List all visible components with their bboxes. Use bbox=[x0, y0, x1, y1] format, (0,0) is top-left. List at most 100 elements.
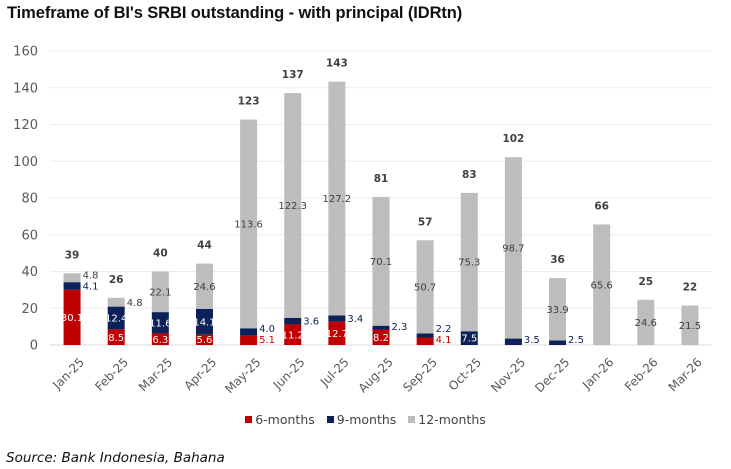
x-tick-label: Dec-25 bbox=[532, 355, 572, 395]
bar-segment-12-months bbox=[240, 119, 258, 329]
bar-segment-9-months bbox=[372, 325, 390, 330]
x-tick-label: Jun-25 bbox=[270, 355, 308, 393]
bar-segment-12-months bbox=[460, 192, 478, 332]
segment-label: 8.2 bbox=[373, 333, 389, 344]
segment-label: 2.3 bbox=[392, 322, 408, 333]
bar-segment-6-months bbox=[284, 324, 302, 345]
total-label: 40 bbox=[153, 248, 168, 260]
bar-segment-12-months bbox=[284, 93, 302, 318]
segment-label: 5.6 bbox=[197, 335, 213, 346]
segment-label: 3.6 bbox=[303, 317, 319, 328]
x-tick-label: Aug-25 bbox=[356, 355, 396, 395]
segment-label: 14.1 bbox=[193, 317, 215, 328]
bar-segment-6-months bbox=[240, 335, 258, 345]
x-tick-label: Feb-25 bbox=[92, 355, 131, 394]
bar-segment-12-months bbox=[637, 299, 655, 345]
segment-label: 6.3 bbox=[152, 335, 168, 346]
bar-segment-6-months bbox=[328, 321, 346, 345]
bar-segment-9-months bbox=[504, 338, 522, 345]
bar-segment-9-months bbox=[107, 306, 125, 330]
bar-segment-12-months bbox=[195, 263, 213, 309]
legend-item-6-months: 6-months bbox=[245, 412, 315, 427]
bar-segment-12-months bbox=[151, 271, 169, 313]
legend-swatch bbox=[245, 416, 253, 423]
x-tick-label: Jan-26 bbox=[579, 355, 617, 393]
legend-label: 6-months bbox=[255, 412, 315, 427]
bar-segment-9-months bbox=[284, 317, 302, 325]
segment-labels: 30.14.14.88.512.44.86.311.622.15.614.124… bbox=[61, 194, 701, 346]
x-tick-label: Nov-25 bbox=[488, 355, 528, 395]
y-tick-label: 60 bbox=[21, 228, 38, 243]
legend-item-12-months: 12-months bbox=[408, 412, 486, 427]
total-label: 137 bbox=[282, 69, 304, 81]
x-tick-label: May-25 bbox=[222, 355, 263, 396]
bar-segment-9-months bbox=[151, 312, 169, 334]
segment-label: 4.1 bbox=[83, 282, 99, 293]
y-tick-label: 140 bbox=[13, 81, 38, 96]
bar-segment-9-months bbox=[195, 308, 213, 335]
bar-segment-6-months bbox=[107, 329, 125, 345]
segment-label: 22.1 bbox=[149, 287, 171, 298]
legend-label: 9-months bbox=[336, 412, 397, 427]
bar-segment-9-months bbox=[460, 331, 478, 345]
y-axis-ticks: 0 20 40 60 80 100 120 140 160 bbox=[13, 45, 38, 354]
x-tick-label: Sep-25 bbox=[400, 355, 440, 395]
segment-label: 50.7 bbox=[414, 282, 436, 293]
x-tick-label: Mar-26 bbox=[666, 355, 705, 394]
y-tick-label: 0 bbox=[30, 339, 38, 354]
segment-label: 113.6 bbox=[234, 220, 263, 231]
bars bbox=[63, 81, 699, 345]
total-label: 102 bbox=[502, 133, 524, 145]
segment-label: 75.3 bbox=[458, 258, 480, 269]
legend-swatch bbox=[326, 416, 334, 423]
segment-label: 3.4 bbox=[347, 314, 363, 325]
total-labels: 39 26 40 44 123 137 143 81 57 83 102 36 66 25 22 bbox=[65, 58, 697, 294]
segment-label: 2.5 bbox=[568, 335, 584, 346]
segment-label: 65.6 bbox=[591, 280, 613, 291]
legend-swatch bbox=[408, 416, 416, 423]
segment-label: 21.5 bbox=[679, 321, 701, 332]
bar-segment-6-months bbox=[195, 334, 213, 345]
bar-segment-9-months bbox=[63, 282, 81, 290]
bar-segment-12-months bbox=[107, 297, 125, 307]
legend-item-9-months: 9-months bbox=[326, 412, 397, 427]
bar-segment-9-months bbox=[416, 333, 434, 338]
bar-segment-12-months bbox=[549, 278, 567, 341]
legend-label: 12-months bbox=[418, 412, 486, 427]
segment-label: 98.7 bbox=[502, 243, 524, 254]
total-label: 44 bbox=[197, 240, 212, 252]
bar-segment-12-months bbox=[372, 196, 390, 326]
x-tick-label: Oct-25 bbox=[446, 355, 484, 393]
x-tick-label: Apr-25 bbox=[181, 355, 219, 393]
bar-segment-9-months bbox=[328, 315, 346, 322]
y-tick-label: 80 bbox=[21, 192, 38, 207]
segment-label: 12.4 bbox=[105, 314, 127, 325]
segment-label: 4.8 bbox=[83, 271, 99, 282]
segment-label: 7.5 bbox=[461, 334, 477, 345]
total-label: 57 bbox=[418, 216, 433, 228]
y-tick-label: 120 bbox=[13, 118, 38, 133]
segment-label: 24.6 bbox=[635, 318, 657, 329]
segment-label: 2.2 bbox=[436, 324, 452, 335]
segment-label: 4.0 bbox=[259, 324, 275, 335]
bar-segment-6-months bbox=[416, 337, 434, 345]
segment-label: 8.5 bbox=[108, 333, 124, 344]
bar-segment-9-months bbox=[240, 328, 258, 336]
bar-segment-12-months bbox=[328, 81, 346, 316]
total-label: 81 bbox=[374, 173, 389, 185]
segment-label: 122.3 bbox=[278, 201, 307, 212]
segment-label: 3.5 bbox=[524, 335, 540, 346]
x-axis-ticks: Jan-25 Feb-25 Mar-25 Apr-25 May-25 Jun-25 Jul-… bbox=[49, 355, 704, 396]
segment-label: 127.2 bbox=[323, 194, 352, 205]
total-label: 66 bbox=[594, 200, 609, 212]
x-tick-label: Jan-25 bbox=[49, 355, 87, 393]
total-label: 143 bbox=[326, 58, 348, 70]
total-label: 22 bbox=[683, 281, 698, 293]
x-tick-label: Jul-25 bbox=[317, 355, 352, 390]
legend: 6-months 9-months 12-months bbox=[0, 411, 731, 427]
segment-label: 4.1 bbox=[436, 335, 452, 346]
bar-segment-12-months bbox=[416, 240, 434, 334]
total-label: 26 bbox=[109, 274, 124, 286]
chart-title: Timeframe of BI's SRBI outstanding - wit… bbox=[7, 4, 463, 22]
